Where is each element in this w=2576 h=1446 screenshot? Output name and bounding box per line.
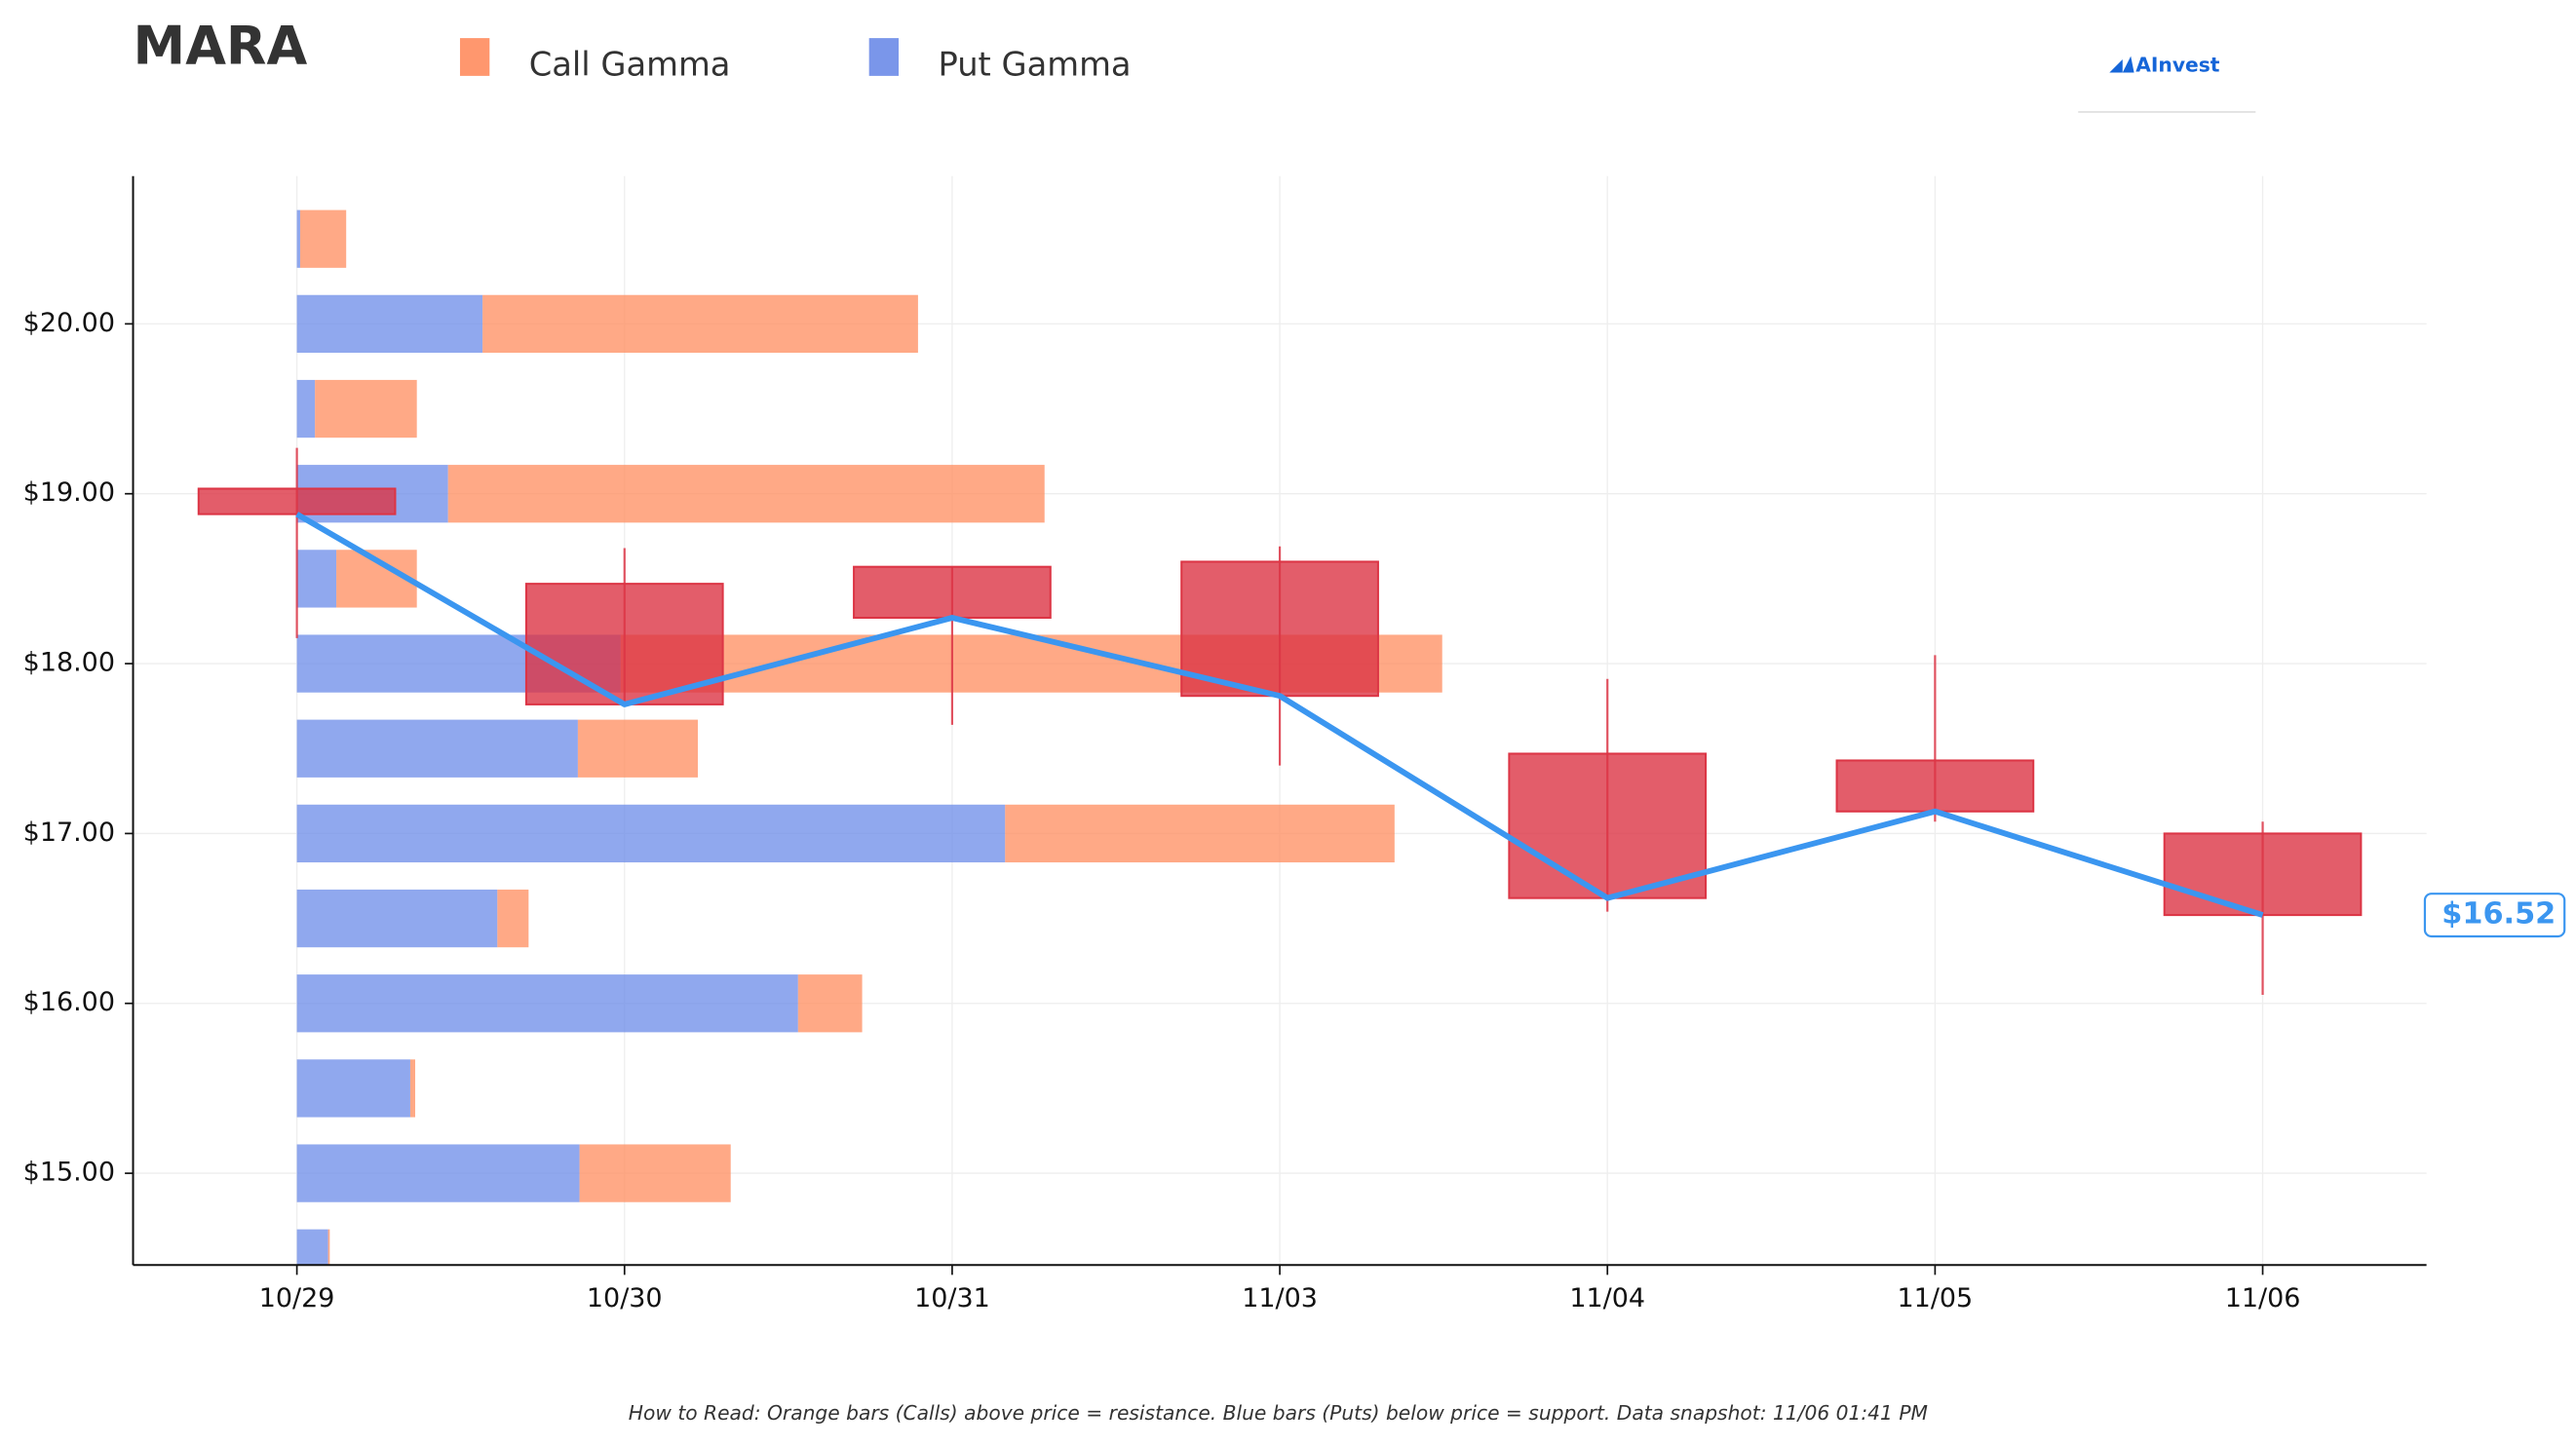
gamma-bar: [296, 1059, 410, 1118]
gamma-bar: [327, 1229, 330, 1266]
candle-body: [1835, 759, 2035, 813]
gamma-bar: [296, 1229, 328, 1266]
legend-swatch: [459, 38, 490, 76]
x-tick-label: 10/29: [259, 1283, 335, 1313]
gamma-bar: [497, 889, 529, 948]
candle-body: [197, 487, 397, 515]
gamma-bar: [409, 1059, 415, 1118]
gamma-bar: [296, 974, 798, 1033]
x-tick-label: 10/30: [587, 1283, 663, 1313]
close-line: [295, 512, 2264, 918]
logo: AInvest: [2078, 53, 2256, 113]
gamma-bar: [482, 294, 918, 354]
gamma-bar: [296, 719, 578, 778]
x-tick-label: 11/04: [1569, 1283, 1645, 1313]
y-tick-label: $20.00: [23, 308, 115, 338]
last-price-label: $16.52: [2441, 897, 2556, 932]
y-tick-label: $16.00: [23, 987, 115, 1017]
gamma-bar: [296, 550, 337, 608]
y-tick-label: $17.00: [23, 818, 115, 848]
candle-body: [2163, 832, 2363, 917]
logo-icon: [2109, 56, 2134, 73]
gamma-bar: [296, 1144, 580, 1202]
x-tick-label: 11/06: [2225, 1283, 2301, 1313]
legend-swatch: [868, 38, 900, 76]
gamma-bar: [296, 209, 300, 268]
logo-text: AInvest: [2135, 53, 2219, 76]
chart-title: MARA: [134, 16, 308, 77]
gamma-bar: [577, 719, 698, 778]
last-price-box: [2423, 893, 2566, 938]
gamma-bar: [299, 209, 347, 268]
gamma-bar: [797, 974, 863, 1033]
candle-body: [1508, 752, 1708, 899]
x-tick-label: 11/03: [1242, 1283, 1318, 1313]
footnote: How to Read: Orange bars (Calls) above p…: [629, 1401, 1928, 1425]
y-tick-label: $15.00: [23, 1158, 115, 1188]
x-tick-label: 10/31: [914, 1283, 990, 1313]
gamma-bar: [315, 379, 417, 438]
gamma-bar: [296, 889, 498, 948]
candle-body: [1180, 560, 1379, 698]
gamma-bar: [296, 294, 483, 354]
legend-label: Put Gamma: [938, 45, 1131, 83]
legend-label: Call Gamma: [529, 45, 731, 83]
y-tick-label: $18.00: [23, 648, 115, 678]
x-tick-label: 11/05: [1898, 1283, 1974, 1313]
gamma-bar: [1005, 804, 1395, 863]
y-tick-label: $19.00: [23, 477, 115, 508]
gamma-bar: [296, 379, 316, 438]
candle-body: [853, 565, 1052, 620]
gamma-bar: [447, 465, 1045, 523]
gamma-bar: [579, 1144, 731, 1202]
gamma-bar: [296, 804, 1006, 863]
